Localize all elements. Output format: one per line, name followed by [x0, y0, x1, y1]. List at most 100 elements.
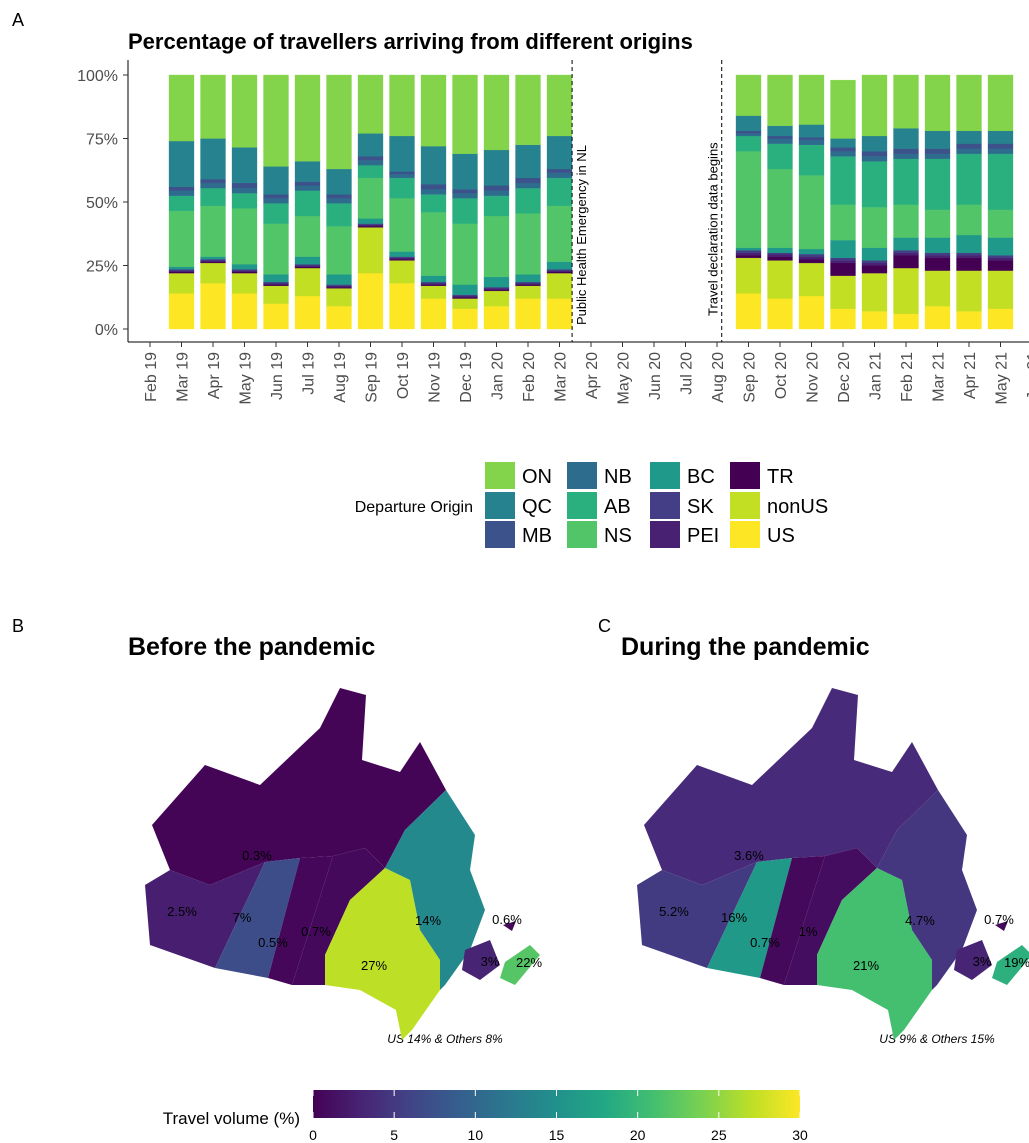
bar-segment	[893, 204, 919, 238]
x-tick-label: Feb 20	[521, 352, 538, 402]
legend-title: Departure Origin	[355, 499, 473, 516]
bar-segment	[420, 285, 447, 299]
bar-segment	[420, 184, 447, 190]
bar-segment	[924, 209, 951, 238]
bar-segment	[357, 218, 384, 224]
bar-segment	[452, 297, 478, 299]
bar-segment	[735, 257, 762, 294]
bar-segment	[546, 172, 573, 179]
region-label: 0.5%	[258, 935, 288, 950]
bar-segment	[200, 261, 226, 264]
bar-segment	[735, 250, 762, 253]
map-region	[995, 921, 1008, 931]
bar-segment	[326, 74, 352, 170]
bar-segment	[231, 269, 258, 271]
map-region	[462, 940, 500, 980]
bar-segment	[924, 255, 951, 259]
map-region	[992, 945, 1029, 985]
x-tick-label: Oct 19	[395, 352, 412, 399]
bar-segment	[200, 182, 226, 189]
bar-segment	[231, 293, 258, 330]
bar-segment	[294, 215, 321, 257]
map-region	[145, 862, 265, 968]
legend-label: AB	[604, 496, 631, 518]
map-region	[215, 858, 300, 978]
bar-segment	[420, 145, 447, 185]
bar-segment	[987, 130, 1014, 144]
bar-segment	[263, 283, 289, 285]
bar-segment	[326, 288, 352, 307]
region-label: 0.3%	[242, 848, 272, 863]
bar-segment	[294, 267, 321, 297]
bar-segment	[861, 311, 888, 330]
map-region	[877, 790, 977, 990]
x-tick-label: Aug 20	[710, 352, 727, 403]
bar-segment	[200, 138, 226, 180]
bar-segment	[767, 260, 793, 299]
bar-segment	[231, 270, 258, 272]
bar-segment	[357, 156, 384, 161]
bar-segment	[893, 74, 919, 129]
legend-key	[567, 462, 597, 489]
bar-segment	[767, 138, 793, 144]
colorbar-tick-label: 20	[630, 1127, 646, 1143]
bar-segment	[294, 190, 321, 217]
bar-segment	[861, 272, 888, 312]
bar-segment	[830, 79, 856, 139]
bar-segment	[357, 133, 384, 157]
bar-segment	[861, 161, 888, 208]
x-tick-label: May 19	[238, 352, 255, 405]
bar-segment	[767, 143, 793, 170]
bar-segment	[767, 135, 793, 139]
x-tick-label: Jul 19	[301, 352, 318, 395]
bar-segment	[420, 281, 447, 284]
bar-segment	[956, 234, 982, 253]
bar-segment	[861, 247, 888, 261]
bar-segment	[924, 158, 951, 210]
bar-segment	[515, 144, 541, 179]
bar-segment	[200, 178, 226, 184]
bar-segment	[294, 161, 321, 182]
bar-segment	[798, 124, 825, 138]
bar-segment	[735, 252, 762, 256]
bar-segment	[452, 153, 478, 190]
bar-segment	[987, 255, 1014, 259]
bar-segment	[767, 247, 793, 253]
bar-segment	[767, 298, 793, 330]
legend-label: ON	[522, 466, 552, 488]
bar-segment	[893, 255, 919, 269]
x-tick-label: Mar 21	[931, 352, 948, 402]
bar-segment	[483, 286, 510, 289]
bar-segment	[357, 224, 384, 227]
colorbar-tick-label: 15	[549, 1127, 565, 1143]
bar-segment	[956, 153, 982, 205]
bar-segment	[452, 189, 478, 194]
bar-segment	[357, 225, 384, 228]
bar-segment	[861, 265, 888, 274]
bar-segment	[263, 285, 289, 304]
bar-segment	[389, 74, 415, 137]
bar-segment	[200, 260, 226, 262]
bar-segment	[263, 194, 289, 199]
bar-segment	[987, 153, 1014, 210]
legend-key	[730, 521, 760, 548]
bar-segment	[987, 237, 1014, 256]
y-tick-label: 75%	[86, 132, 118, 149]
map-title: During the pandemic	[621, 633, 870, 661]
bar-segment	[798, 262, 825, 297]
map-region	[385, 790, 485, 990]
bar-segment	[987, 74, 1014, 132]
bar-segment	[546, 272, 573, 299]
bar-segment	[452, 198, 478, 224]
y-tick-label: 50%	[86, 195, 118, 212]
bar-segment	[735, 247, 762, 251]
bar-segment	[231, 272, 258, 294]
bar-segment	[263, 274, 289, 283]
bar-segment	[924, 130, 951, 149]
region-label: 0.6%	[492, 912, 522, 927]
bar-segment	[735, 115, 762, 132]
bar-segment	[483, 149, 510, 186]
panel-letter: B	[12, 616, 24, 636]
bar-segment	[735, 135, 762, 152]
